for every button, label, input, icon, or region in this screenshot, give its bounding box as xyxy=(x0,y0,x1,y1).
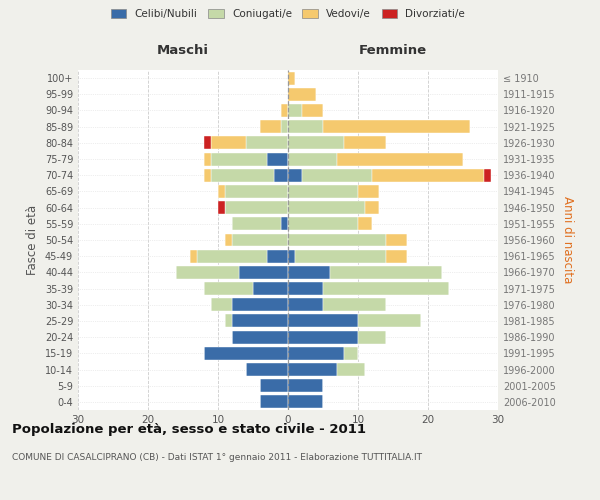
Bar xyxy=(176,266,239,279)
Y-axis label: Anni di nascita: Anni di nascita xyxy=(561,196,574,284)
Bar xyxy=(344,136,386,149)
Bar xyxy=(288,88,316,101)
Text: Femmine: Femmine xyxy=(359,44,427,57)
Bar xyxy=(288,136,344,149)
Legend: Celibi/Nubili, Coniugati/e, Vedovi/e, Divorziati/e: Celibi/Nubili, Coniugati/e, Vedovi/e, Di… xyxy=(107,5,469,24)
Bar xyxy=(358,185,379,198)
Bar xyxy=(225,314,232,328)
Bar xyxy=(484,169,491,181)
Bar xyxy=(218,185,225,198)
Bar xyxy=(288,396,323,408)
Bar xyxy=(288,201,365,214)
Bar xyxy=(267,152,288,166)
Bar xyxy=(211,298,232,311)
Bar xyxy=(260,396,288,408)
Bar xyxy=(302,169,372,181)
Bar xyxy=(288,120,323,133)
Bar xyxy=(288,314,358,328)
Bar xyxy=(281,120,288,133)
Bar xyxy=(288,169,302,181)
Bar xyxy=(288,152,337,166)
Bar xyxy=(288,72,295,85)
Bar xyxy=(253,282,288,295)
Bar xyxy=(288,185,358,198)
Bar xyxy=(302,104,323,117)
Bar xyxy=(281,218,288,230)
Text: Popolazione per età, sesso e stato civile - 2011: Popolazione per età, sesso e stato civil… xyxy=(12,422,366,436)
Bar xyxy=(204,152,211,166)
Bar xyxy=(386,250,407,262)
Bar xyxy=(337,152,463,166)
Bar xyxy=(358,218,372,230)
Bar xyxy=(267,250,288,262)
Bar xyxy=(386,234,407,246)
Bar xyxy=(232,314,288,328)
Bar xyxy=(197,250,267,262)
Bar xyxy=(260,379,288,392)
Bar xyxy=(232,298,288,311)
Bar xyxy=(204,347,288,360)
Bar xyxy=(288,363,337,376)
Bar xyxy=(288,347,344,360)
Bar xyxy=(274,169,288,181)
Bar xyxy=(344,347,358,360)
Text: COMUNE DI CASALCIPRANO (CB) - Dati ISTAT 1° gennaio 2011 - Elaborazione TUTTITAL: COMUNE DI CASALCIPRANO (CB) - Dati ISTAT… xyxy=(12,452,422,462)
Bar xyxy=(246,363,288,376)
Y-axis label: Fasce di età: Fasce di età xyxy=(26,205,39,275)
Bar xyxy=(288,266,330,279)
Bar xyxy=(246,136,288,149)
Bar xyxy=(204,282,253,295)
Bar xyxy=(295,250,386,262)
Bar xyxy=(365,201,379,214)
Bar xyxy=(225,185,288,198)
Bar xyxy=(323,120,470,133)
Bar xyxy=(288,379,323,392)
Bar xyxy=(288,298,323,311)
Bar xyxy=(288,218,358,230)
Bar xyxy=(358,330,386,344)
Bar xyxy=(260,120,281,133)
Bar xyxy=(225,234,232,246)
Bar xyxy=(281,104,288,117)
Bar xyxy=(204,136,211,149)
Bar xyxy=(358,314,421,328)
Bar xyxy=(190,250,197,262)
Bar xyxy=(218,201,225,214)
Bar xyxy=(211,152,267,166)
Bar xyxy=(330,266,442,279)
Bar xyxy=(288,330,358,344)
Bar xyxy=(288,104,302,117)
Bar xyxy=(288,250,295,262)
Bar xyxy=(211,169,274,181)
Bar xyxy=(239,266,288,279)
Bar xyxy=(323,298,386,311)
Bar xyxy=(211,136,246,149)
Bar xyxy=(288,282,323,295)
Bar xyxy=(232,330,288,344)
Bar xyxy=(323,282,449,295)
Bar xyxy=(288,234,386,246)
Bar xyxy=(232,218,281,230)
Bar xyxy=(204,169,211,181)
Bar xyxy=(372,169,484,181)
Bar xyxy=(337,363,365,376)
Text: Maschi: Maschi xyxy=(157,44,209,57)
Bar xyxy=(232,234,288,246)
Bar xyxy=(225,201,288,214)
